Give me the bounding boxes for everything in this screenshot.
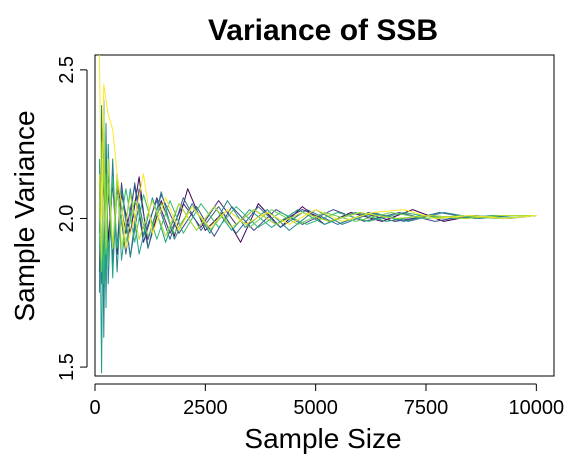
y-tick-label: 2.5 xyxy=(56,56,78,84)
series-layer xyxy=(98,54,537,374)
x-tick-label: 5000 xyxy=(293,397,338,419)
x-axis-label: Sample Size xyxy=(244,423,401,454)
y-axis: 1.5 2.0 2.5 xyxy=(56,56,88,381)
x-tick-label: 0 xyxy=(89,397,100,419)
plot-frame xyxy=(94,54,555,377)
y-tick-label: 1.5 xyxy=(56,353,78,381)
y-axis-label: Sample Variance xyxy=(9,110,40,321)
y-tick-label: 2.0 xyxy=(56,205,78,233)
x-tick-label: 7500 xyxy=(404,397,449,419)
x-tick-label: 10000 xyxy=(509,397,565,419)
series-line-9 xyxy=(98,113,537,261)
x-axis: 0 2500 5000 7500 10000 xyxy=(89,383,565,419)
x-tick-label: 2500 xyxy=(183,397,228,419)
series-line-10 xyxy=(98,54,537,249)
chart-title: Variance of SSB xyxy=(208,14,438,47)
